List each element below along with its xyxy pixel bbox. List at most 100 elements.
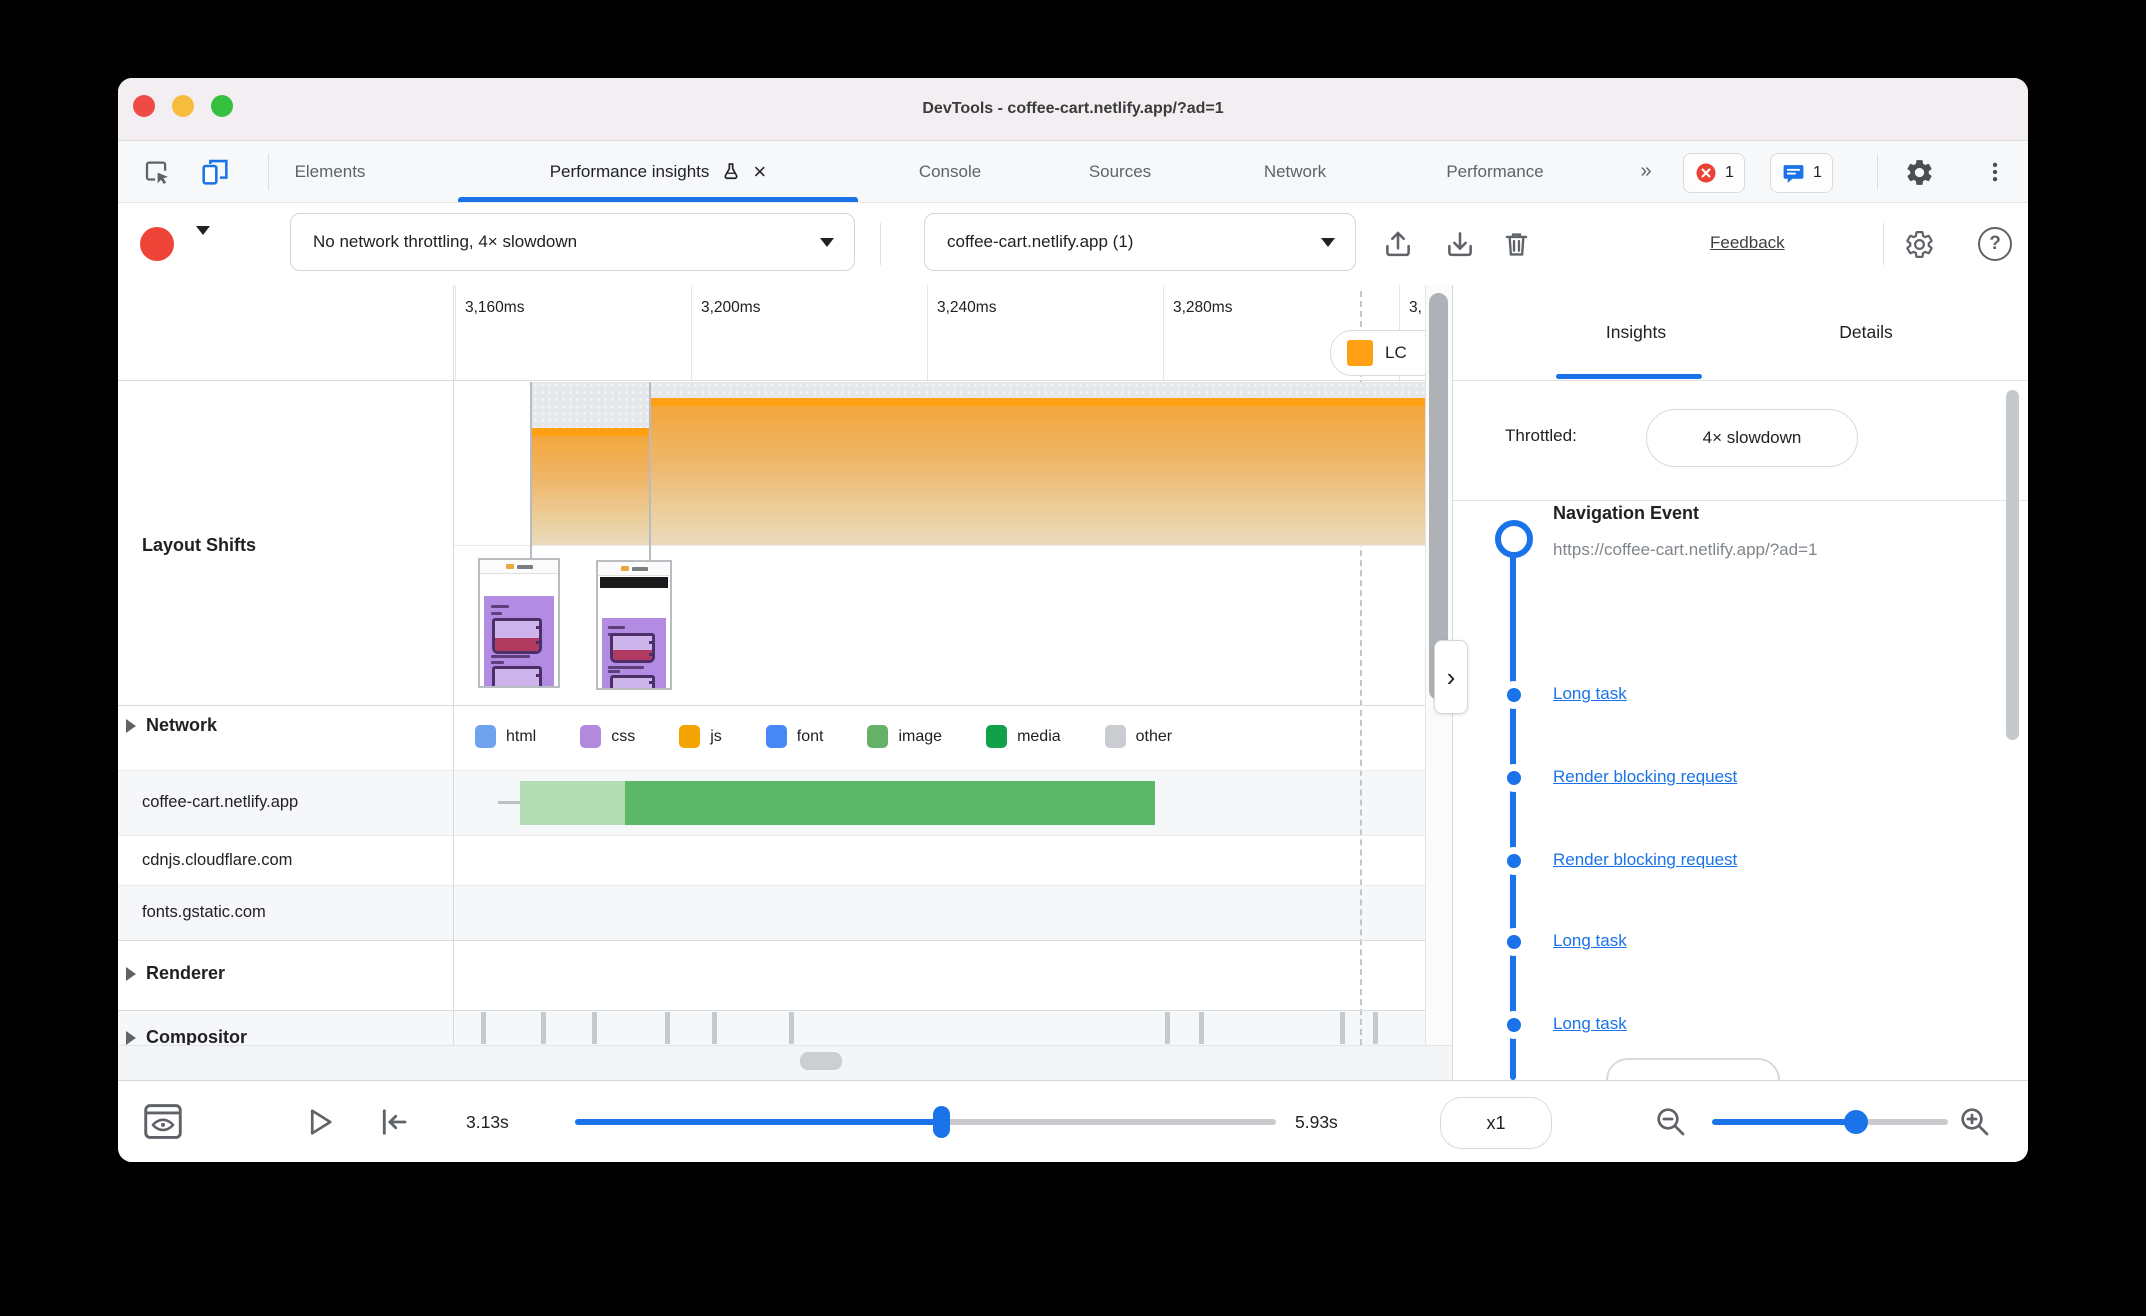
tab-label: Network	[1263, 161, 1327, 181]
legend-chip-font	[765, 725, 787, 748]
zoom-out-icon[interactable]	[1646, 1097, 1696, 1147]
timeline-horizontal-scrollbar[interactable]	[118, 1045, 1452, 1081]
mini-page-content	[602, 618, 666, 688]
event-dot	[1500, 681, 1528, 709]
compositor-tick	[665, 1012, 670, 1044]
legend-chip-image	[867, 725, 889, 748]
playback-bar: 3.13s 5.93s x1	[118, 1080, 2028, 1162]
network-row-label: cdnjs.cloudflare.com	[142, 850, 293, 869]
chevron-right-icon: ›	[1446, 661, 1456, 692]
network-request-bar-waiting[interactable]	[520, 781, 625, 825]
event-link-render-blocking[interactable]: Render blocking request	[1553, 767, 1738, 786]
feedback-label: Feedback	[1710, 233, 1785, 252]
devtools-tab-bar: Elements Performance insights × Console …	[118, 141, 2028, 203]
ruler-tick: 3,280ms	[1173, 299, 1233, 316]
throttling-select-value: No network throttling, 4× slowdown	[313, 232, 578, 251]
total-time-label: 5.93s	[1295, 1111, 1338, 1132]
timeline-vertical-scrollbar-thumb[interactable]	[1429, 293, 1448, 700]
throttling-select[interactable]: No network throttling, 4× slowdown	[290, 213, 855, 271]
compositor-tick	[1340, 1012, 1345, 1044]
help-glyph: ?	[1989, 233, 2001, 254]
navigation-event-marker[interactable]	[1495, 520, 1533, 558]
record-options-caret-icon[interactable]	[196, 226, 210, 253]
tab-label: Elements	[294, 161, 366, 181]
chevron-down-icon	[820, 237, 834, 247]
page-select[interactable]: coffee-cart.netlify.app (1)	[924, 213, 1356, 271]
lcp-badge-label: LC	[1385, 343, 1407, 362]
experiment-flask-icon	[721, 161, 741, 183]
tab-elements[interactable]: Elements	[270, 141, 390, 202]
kebab-menu-icon[interactable]	[1974, 153, 2016, 191]
zoom-slider[interactable]	[1712, 1110, 1948, 1134]
event-dot	[1500, 847, 1528, 875]
title-bar: DevTools - coffee-cart.netlify.app/?ad=1	[118, 78, 2028, 141]
download-trace-icon[interactable]	[1438, 223, 1482, 265]
tab-performance-insights[interactable]: Performance insights ×	[440, 141, 876, 202]
upload-trace-icon[interactable]	[1376, 223, 1420, 265]
mini-ad-banner	[600, 577, 668, 588]
close-window-button[interactable]	[133, 95, 155, 117]
renderer-section-label[interactable]: Renderer	[126, 963, 225, 984]
tab-console[interactable]: Console	[890, 141, 1010, 202]
request-queue-tick	[498, 801, 520, 804]
event-link-long-task[interactable]: Long task	[1553, 1014, 1627, 1033]
more-tabs-button[interactable]: »	[1618, 141, 1674, 202]
tab-performance[interactable]: Performance	[1405, 141, 1585, 202]
play-button[interactable]	[294, 1097, 344, 1147]
tab-network[interactable]: Network	[1225, 141, 1365, 202]
layout-shift-screenshot[interactable]	[596, 560, 672, 690]
help-icon[interactable]: ?	[1974, 223, 2016, 265]
record-button[interactable]	[140, 227, 174, 261]
settings-gear-icon[interactable]	[1898, 153, 1940, 191]
timeline-canvas[interactable]: 3,160ms 3,200ms 3,240ms 3,280ms 3, LC La…	[118, 285, 1452, 1045]
expander-triangle-icon	[126, 966, 136, 981]
legend-chip-js	[679, 725, 701, 748]
network-row-label: fonts.gstatic.com	[142, 903, 266, 921]
issues-count-badge[interactable]: 1	[1770, 153, 1833, 193]
event-link-long-task[interactable]: Long task	[1553, 931, 1627, 950]
throttled-value-badge: 4× slowdown	[1646, 409, 1858, 467]
device-toolbar-icon[interactable]	[195, 153, 235, 191]
delete-recording-icon[interactable]	[1494, 223, 1538, 265]
error-count: 1	[1725, 164, 1734, 181]
playback-slider[interactable]	[575, 1106, 1276, 1138]
inspect-element-icon[interactable]	[138, 153, 176, 191]
skip-to-start-button[interactable]	[368, 1097, 418, 1147]
compositor-section-label[interactable]: Compositor	[126, 1027, 247, 1045]
tab-sources[interactable]: Sources	[1050, 141, 1190, 202]
timeline-horizontal-scrollbar-thumb[interactable]	[800, 1052, 842, 1070]
expander-triangle-icon	[126, 1030, 136, 1045]
throttled-label: Throttled:	[1505, 426, 1577, 445]
zoom-slider-thumb[interactable]	[1844, 1110, 1868, 1134]
insights-settings-gear-icon[interactable]	[1898, 223, 1940, 265]
insights-panel: Insights Details Throttled: 4× slowdown …	[1452, 285, 2028, 1080]
feedback-link[interactable]: Feedback	[1710, 233, 1785, 253]
tab-insights[interactable]: Insights	[1556, 285, 1716, 380]
screenshot-preview-icon[interactable]	[134, 1095, 192, 1149]
ruler-tick: 3,240ms	[937, 299, 997, 316]
event-dot	[1500, 764, 1528, 792]
minimize-window-button[interactable]	[172, 95, 194, 117]
network-row-label: coffee-cart.netlify.app	[142, 793, 299, 811]
network-section-label[interactable]: Network	[126, 715, 217, 736]
network-request-bar[interactable]	[625, 781, 1155, 825]
tab-label: Performance	[1446, 161, 1544, 181]
error-count-badge[interactable]: 1	[1683, 153, 1745, 193]
error-icon	[1694, 161, 1718, 185]
tab-details[interactable]: Details	[1839, 322, 1893, 342]
collapse-panel-button[interactable]: ›	[1434, 640, 1468, 714]
ruler-tick: 3,200ms	[701, 299, 761, 316]
zoom-window-button[interactable]	[211, 95, 233, 117]
playback-slider-thumb[interactable]	[933, 1106, 950, 1138]
more-tabs-glyph: »	[1640, 160, 1652, 182]
playback-speed-button[interactable]: x1	[1440, 1097, 1552, 1149]
event-link-long-task[interactable]: Long task	[1553, 684, 1627, 703]
compositor-tick	[541, 1012, 546, 1044]
network-legend: html css js font image media other	[475, 725, 1172, 748]
zoom-in-icon[interactable]	[1950, 1097, 2000, 1147]
layout-shift-screenshot[interactable]	[478, 558, 560, 688]
panel-scrollbar-thumb[interactable]	[2006, 390, 2019, 740]
event-link-render-blocking[interactable]: Render blocking request	[1553, 850, 1738, 869]
close-tab-icon[interactable]: ×	[753, 158, 767, 184]
